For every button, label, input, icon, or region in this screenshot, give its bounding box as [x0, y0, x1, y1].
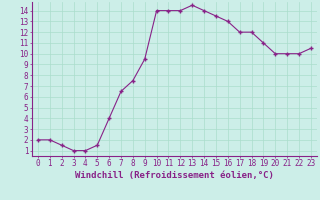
X-axis label: Windchill (Refroidissement éolien,°C): Windchill (Refroidissement éolien,°C) [75, 171, 274, 180]
